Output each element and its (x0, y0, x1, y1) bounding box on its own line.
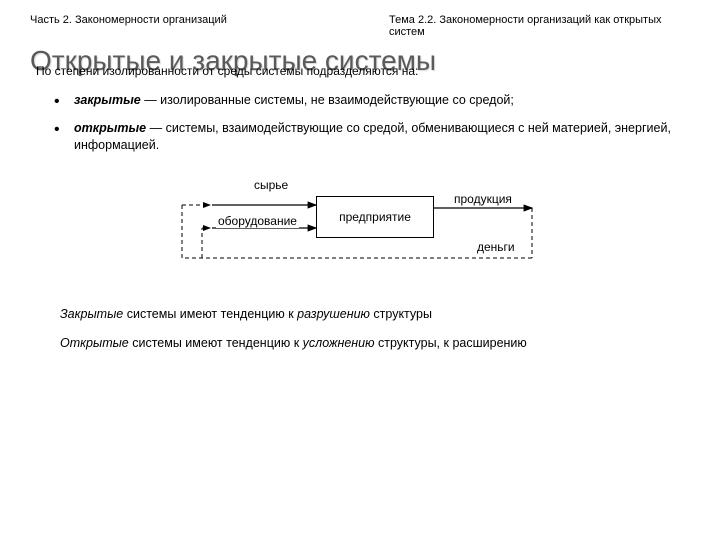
closing-open-emph: усложнению (303, 336, 375, 350)
closing-open: Открытые системы имеют тенденцию к услож… (60, 335, 620, 352)
term-open: открытые (74, 121, 146, 135)
label-product: продукция (452, 192, 514, 206)
header-right: Тема 2.2. Закономерности организаций как… (389, 14, 694, 38)
intro-text: По степени изолированности от среды сист… (36, 64, 694, 78)
header-left: Часть 2. Закономерности организаций (30, 14, 227, 38)
term-closed-rest: — изолированные системы, не взаимодейств… (141, 93, 514, 107)
term-closed: закрытые (74, 93, 141, 107)
closing-open-mid: системы имеют тенденцию к (129, 336, 303, 350)
list-item: открытые — системы, взаимодействующие со… (54, 120, 694, 154)
term-open-rest: — системы, взаимодействующие со средой, … (74, 121, 671, 152)
header-row: Часть 2. Закономерности организаций Тема… (30, 14, 694, 38)
closing-closed-term: Закрытые (60, 307, 123, 321)
closing-closed-tail: структуры (370, 307, 432, 321)
diagram-center-box: предприятие (316, 196, 434, 238)
label-equip: оборудование (216, 214, 299, 228)
closing-closed-mid: системы имеют тенденцию к (123, 307, 297, 321)
bullet-list: закрытые — изолированные системы, не вза… (54, 92, 694, 155)
closing-closed-emph: разрушению (297, 307, 370, 321)
closing-open-tail: структуры, к расширению (375, 336, 527, 350)
system-diagram: предприятие сырье оборудование продукция… (152, 168, 572, 278)
label-raw: сырье (252, 178, 290, 192)
list-item: закрытые — изолированные системы, не вза… (54, 92, 694, 109)
label-money: деньги (475, 240, 517, 254)
closing-open-term: Открытые (60, 336, 129, 350)
closing-closed: Закрытые системы имеют тенденцию к разру… (60, 306, 620, 323)
